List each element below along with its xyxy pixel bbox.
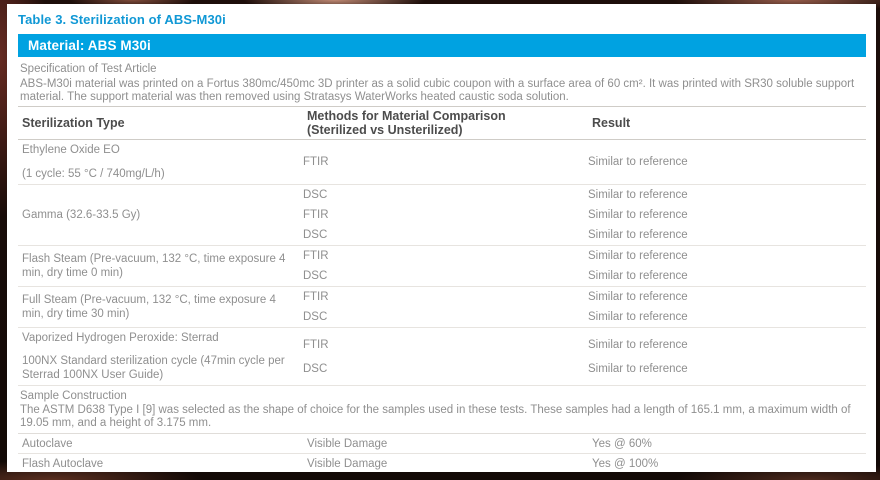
col-header-methods-line1: Methods for Material Comparison [307, 109, 506, 123]
sample-section: Sample Construction The ASTM D638 Type I… [18, 386, 866, 434]
material-banner: Material: ABS M30i [18, 34, 866, 57]
methods-cell: FTIR DSC [303, 328, 588, 385]
table-row: Flash Steam (Pre-vacuum, 132 °C, time ex… [18, 246, 866, 287]
sterilization-type-text: Flash Autoclave [22, 457, 104, 470]
sterilization-type-text: Full Steam (Pre-vacuum, 132 °C, time exp… [22, 294, 276, 320]
material-banner-label: Material: ABS M30i [28, 38, 151, 53]
method-value: FTIR [303, 209, 329, 221]
table-row: Flash Autoclave Visible Damage Yes @ 100% [18, 454, 866, 472]
sterilization-type-cell: Ethylene Oxide EO (1 cycle: 55 °C / 740mg… [18, 140, 303, 184]
method-value: FTIR [303, 291, 329, 303]
sterilization-type-text: Autoclave [22, 437, 73, 450]
result-value: Similar to reference [588, 250, 688, 262]
table-row: Gamma (32.6-33.5 Gy) DSC FTIR DSC Similar to… [18, 185, 866, 246]
result-value: Yes @ 100% [592, 457, 659, 470]
result-value: Similar to reference [588, 229, 688, 241]
sterilization-type-text: Flash Steam (Pre-vacuum, 132 °C, time ex… [22, 253, 286, 279]
col-header-methods-line2: (Sterilized vs Unsterilized) [307, 123, 463, 137]
result-value: Yes @ 60% [592, 437, 652, 450]
sterilization-type-text: 100NX Standard sterilization cycle (47mi… [22, 355, 285, 381]
sterilization-type-text: Ethylene Oxide EO [22, 144, 120, 156]
method-value: FTIR [303, 338, 329, 351]
methods-cell: FTIR DSC [303, 287, 588, 327]
results-cell: Similar to reference [588, 140, 866, 184]
method-value: DSC [303, 189, 328, 201]
method-value: DSC [303, 270, 328, 282]
sterilization-type-text: Gamma (32.6-33.5 Gy) [22, 209, 141, 221]
col-header-result: Result [592, 116, 631, 130]
method-value: Visible Damage [307, 457, 388, 470]
sample-body: The ASTM D638 Type I [9] was selected as… [20, 404, 851, 429]
table-row: Autoclave Visible Damage Yes @ 60% [18, 434, 866, 454]
result-value: Similar to reference [588, 291, 688, 303]
result-value: Similar to reference [588, 209, 688, 221]
result-value: Similar to reference [588, 189, 688, 201]
sterilization-type-text: (1 cycle: 55 °C / 740mg/L/h) [22, 168, 165, 180]
col-header-methods: Methods for Material Comparison (Sterili… [303, 109, 588, 137]
document-page: Table 3. Sterilization of ABS-M30i Mater… [7, 4, 876, 472]
col-header-sterilization-type: Sterilization Type [22, 116, 125, 130]
methods-cell: DSC FTIR DSC [303, 185, 588, 245]
method-value: DSC [303, 311, 328, 323]
result-value: Similar to reference [588, 311, 688, 323]
result-value: Similar to reference [588, 338, 688, 351]
result-value: Similar to reference [588, 270, 688, 282]
result-value: Similar to reference [588, 156, 688, 168]
sterilization-type-text: Vaporized Hydrogen Peroxide: Sterrad [22, 332, 219, 344]
method-value: DSC [303, 362, 328, 375]
table-row: Ethylene Oxide EO (1 cycle: 55 °C / 740mg… [18, 140, 866, 185]
table-row: Vaporized Hydrogen Peroxide: Sterrad 100N… [18, 328, 866, 386]
page-content: Table 3. Sterilization of ABS-M30i Mater… [18, 12, 866, 472]
results-cell: Similar to reference Similar to reference [588, 287, 866, 327]
table-header-row: Sterilization Type Methods for Material … [18, 106, 866, 140]
methods-cell: FTIR [303, 140, 588, 184]
sterilization-type-cell: Full Steam (Pre-vacuum, 132 °C, time exp… [18, 287, 303, 327]
results-cell: Similar to reference Similar to reference [588, 246, 866, 286]
spec-label: Specification of Test Article [20, 63, 157, 75]
results-cell: Similar to reference Similar to reference [588, 328, 866, 385]
sterilization-type-cell: Vaporized Hydrogen Peroxide: Sterrad 100N… [18, 328, 303, 385]
method-value: FTIR [303, 250, 329, 262]
method-value: Visible Damage [307, 437, 388, 450]
spec-body: ABS-M30i material was printed on a Fortu… [20, 78, 855, 103]
sterilization-type-cell: Gamma (32.6-33.5 Gy) [18, 185, 303, 245]
result-value: Similar to reference [588, 362, 688, 375]
method-value: DSC [303, 229, 328, 241]
damage-rows: Autoclave Visible Damage Yes @ 60% Flash Au… [18, 434, 866, 472]
spec-section: Specification of Test Article ABS-M30i m… [18, 57, 866, 106]
sterilization-type-cell: Flash Steam (Pre-vacuum, 132 °C, time ex… [18, 246, 303, 286]
sample-label: Sample Construction [20, 390, 127, 402]
method-value: FTIR [303, 156, 329, 168]
table-caption: Table 3. Sterilization of ABS-M30i [18, 12, 226, 27]
table-row: Full Steam (Pre-vacuum, 132 °C, time exp… [18, 287, 866, 328]
test-groups: Ethylene Oxide EO (1 cycle: 55 °C / 740mg… [18, 140, 866, 386]
methods-cell: FTIR DSC [303, 246, 588, 286]
results-cell: Similar to reference Similar to reference… [588, 185, 866, 245]
